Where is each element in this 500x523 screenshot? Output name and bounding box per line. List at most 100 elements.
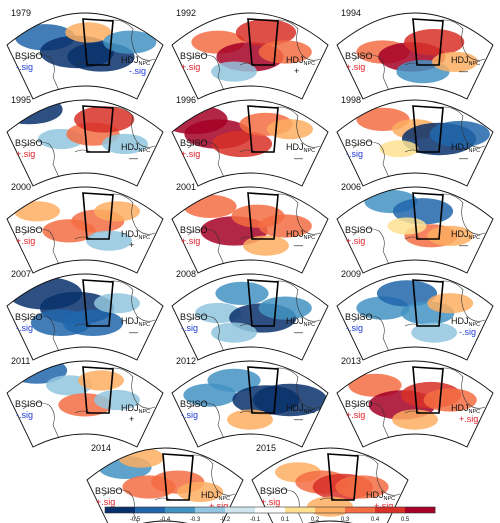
hdj-sig: — bbox=[459, 153, 468, 163]
anomaly-blob bbox=[94, 201, 140, 222]
bsiso-label: BSISO bbox=[15, 312, 43, 322]
map-frame bbox=[171, 360, 329, 448]
year-label: 2000 bbox=[11, 182, 31, 192]
hdj-sig: — bbox=[294, 153, 303, 163]
year-label: 1998 bbox=[341, 95, 361, 105]
year-label: 1995 bbox=[11, 95, 31, 105]
bsiso-sig: -.sig bbox=[16, 410, 33, 420]
colorbar-tick: 0.3 bbox=[341, 517, 350, 523]
hdj-box bbox=[247, 105, 279, 153]
colorbar-swatch bbox=[315, 507, 346, 513]
bsiso-label: BSISO bbox=[345, 312, 373, 322]
anomaly-blob bbox=[183, 194, 237, 218]
coastline bbox=[434, 106, 486, 148]
coastline bbox=[269, 367, 321, 409]
map-frame bbox=[336, 99, 494, 187]
map-frame bbox=[171, 99, 329, 187]
coastline bbox=[269, 193, 321, 235]
hdj-box bbox=[82, 279, 114, 327]
year-label: 2012 bbox=[176, 356, 196, 366]
anomaly-blob bbox=[258, 296, 312, 320]
colorbar-swatch bbox=[105, 507, 136, 513]
colorbar-swatch bbox=[405, 507, 436, 513]
coastline bbox=[434, 280, 486, 322]
hdj-box bbox=[82, 366, 114, 414]
colorbar-tick: 0.2 bbox=[311, 517, 320, 523]
map-frame bbox=[6, 186, 164, 274]
colorbar-tick: 0.4 bbox=[371, 517, 380, 523]
anomaly-blob bbox=[74, 106, 135, 133]
bsiso-label: BSISO bbox=[15, 225, 43, 235]
hdj-sig: +.sig bbox=[459, 414, 478, 424]
colorbar-swatch bbox=[195, 507, 226, 513]
coastline bbox=[104, 19, 156, 61]
bsiso-sig: -.sig bbox=[346, 149, 363, 159]
anomaly-blob bbox=[227, 409, 273, 430]
anomaly-blob bbox=[211, 322, 257, 343]
bsiso-sig: +.sig bbox=[181, 62, 200, 72]
coastline bbox=[104, 106, 156, 148]
coastline bbox=[434, 193, 486, 235]
coastline bbox=[184, 454, 236, 496]
bsiso-sig: -.sig bbox=[16, 323, 33, 333]
hdj-sig: -.sig bbox=[459, 327, 476, 337]
bsiso-sig: +.sig bbox=[261, 497, 280, 507]
anomaly-blob bbox=[65, 22, 112, 43]
bsiso-sig: +.sig bbox=[96, 497, 115, 507]
anomaly-blob bbox=[427, 293, 474, 314]
colorbar-tick: 0.1 bbox=[281, 517, 290, 523]
bsiso-label: BSISO bbox=[15, 138, 43, 148]
hdj-sig: — bbox=[294, 327, 303, 337]
anomaly-blob bbox=[432, 51, 478, 72]
anomaly-blob bbox=[94, 389, 140, 411]
anomaly-field bbox=[7, 277, 140, 336]
colorbar-tick: -0.1 bbox=[250, 517, 261, 523]
bsiso-label: BSISO bbox=[180, 225, 208, 235]
anomaly-blob bbox=[392, 409, 438, 430]
anomaly-field bbox=[191, 19, 312, 82]
coastline bbox=[434, 19, 486, 61]
anomaly-blob bbox=[118, 448, 164, 468]
anomaly-blob bbox=[211, 130, 273, 158]
hdj-label: HDJNPC bbox=[121, 403, 150, 415]
year-label: 2001 bbox=[176, 182, 196, 192]
coastline bbox=[352, 54, 392, 96]
colorbar-tick: -0.3 bbox=[190, 517, 201, 523]
hdj-label: HDJNPC bbox=[286, 55, 315, 67]
anomaly-blob bbox=[404, 29, 465, 56]
year-label: 2006 bbox=[341, 182, 361, 192]
hdj-box bbox=[412, 279, 444, 327]
map-frame bbox=[251, 447, 409, 523]
colorbar-swatch bbox=[375, 507, 406, 513]
anomaly-blob bbox=[387, 217, 427, 235]
coastline bbox=[22, 315, 62, 357]
hdj-box bbox=[82, 105, 114, 153]
anomaly-field bbox=[364, 189, 474, 248]
hdj-sig: — bbox=[459, 66, 468, 76]
bsiso-sig: +.sig bbox=[346, 62, 365, 72]
map-panels: 1979BSISO-.sigHDJNPC-.sig1992BSISO+.sigH… bbox=[6, 8, 494, 523]
hdj-box bbox=[247, 279, 279, 327]
bsiso-label: BSISO bbox=[345, 399, 373, 409]
coastline bbox=[187, 315, 227, 357]
hdj-box bbox=[412, 105, 444, 153]
map-frame bbox=[336, 12, 494, 100]
anomaly-blob bbox=[207, 368, 261, 392]
hdj-box bbox=[412, 192, 444, 240]
year-label: 1979 bbox=[11, 8, 31, 18]
year-label: 2011 bbox=[11, 356, 30, 366]
colorbar-tick: -0.4 bbox=[160, 517, 171, 523]
bsiso-label: BSISO bbox=[15, 399, 43, 409]
map-frame bbox=[336, 360, 494, 448]
anomaly-blob bbox=[7, 100, 63, 125]
hdj-box bbox=[82, 18, 114, 66]
map-frame bbox=[6, 12, 164, 100]
anomaly-blob bbox=[423, 388, 477, 412]
year-label: 2009 bbox=[341, 269, 361, 279]
